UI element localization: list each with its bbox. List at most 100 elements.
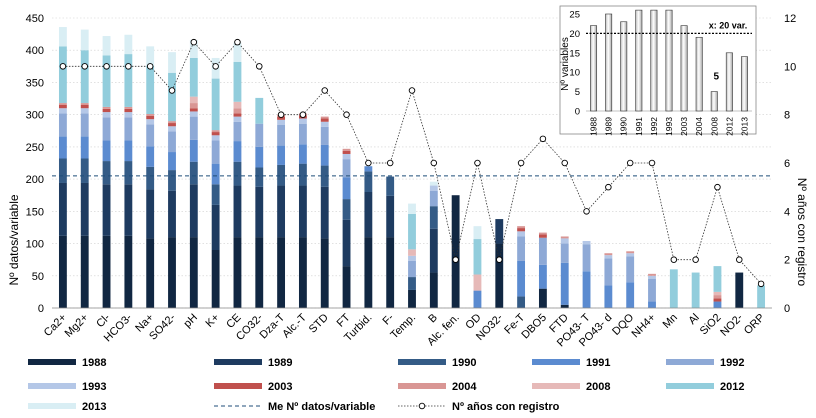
x-tick-label-23: DBO5 [519,312,549,342]
legend-label-11: 2013 [82,401,106,413]
bar-1990-7 [189,161,198,185]
bar-2013-5 [146,46,155,66]
bar-1989-6 [168,190,176,238]
bar-1991-7 [189,139,198,162]
bar-2008-20 [473,274,482,291]
years-point-16 [386,159,394,167]
inset-y-axis-label: Nº variables [560,37,571,91]
bar-1993-1 [58,108,67,114]
legend-swatch-1991 [532,359,580,365]
legend-label-5: 1992 [720,357,744,369]
bar-1991-9 [233,141,242,162]
bar-2003-1 [58,105,67,109]
bar-2012-5 [146,65,155,115]
x-tick-label-7: pH [182,312,200,330]
y-tick-label-0: 0 [38,303,44,315]
bar-1990-5 [146,166,155,190]
bar-2013-18 [429,181,438,186]
legend-swatch-2003 [214,383,262,389]
bar-1993-8 [211,135,220,141]
bar-1990-11 [277,164,286,186]
bar-1993-22 [517,231,526,237]
years-point-20 [474,159,481,167]
bar-1989-15 [364,192,373,238]
bar-2012-2 [80,50,89,104]
years-point-29 [670,256,678,263]
bar-1990-9 [233,161,242,186]
bar-2004-8 [211,130,220,133]
bar-2003-14 [342,150,351,154]
y-tick-label-350: 350 [26,77,44,89]
y-tick-label-100: 100 [26,239,44,251]
bar-1991-27 [626,282,635,308]
bar-1989-8 [211,204,220,250]
years-point-24 [561,159,568,167]
legend-label-1: 1988 [82,357,106,369]
bar-1988-10 [255,237,264,308]
inset-x-tick-1988: 1988 [589,117,599,136]
x-tick-label-16: F- [380,311,396,327]
y2-tick-label-2: 2 [784,255,790,267]
x-tick-label-2: Mg2+ [63,312,91,340]
inset-data-label-8: 5 [713,72,719,83]
bar-1992-10 [255,123,264,147]
bar-1992-4 [124,117,133,141]
bar-1988-12 [298,237,307,308]
legend-swatch-years-marker [418,402,426,410]
bar-1989-4 [124,184,133,236]
legend-swatch-1992 [666,359,714,365]
bar-2004-5 [146,114,155,116]
legend-label-3: 1990 [452,357,476,369]
bar-1989-1 [58,182,67,236]
bar-2012-30 [691,272,700,308]
bar-1988-9 [233,237,242,308]
legend-swatch-1989 [214,359,262,365]
bar-2013-4 [124,34,133,55]
bar-1991-4 [124,140,133,162]
bar-2013-6 [168,52,176,73]
inset-bar-1989 [605,13,613,112]
bar-1989-7 [189,184,198,238]
legend-label-8: 2004 [452,381,477,393]
bar-1989-11 [277,185,286,238]
years-point-11 [277,111,285,118]
inset-x-tick-1992: 1992 [649,117,659,136]
bar-1993-14 [342,153,351,160]
years-point-15 [365,159,372,167]
years-point-21 [496,256,503,263]
bar-1993-2 [80,108,89,114]
years-point-13 [321,87,328,94]
bar-1991-28 [648,301,656,308]
bar-2008-9 [233,101,242,109]
bar-1993-5 [146,119,155,125]
bar-1988-17 [408,289,416,308]
inset-bar-2008 [710,91,718,112]
inset-bar-2013 [740,56,748,112]
bar-1991-26 [604,285,613,308]
inset-x-tick-1991: 1991 [634,117,644,136]
years-point-27 [626,159,634,167]
bar-2004-22 [517,226,526,229]
bar-2003-31 [713,298,722,302]
inset-bar-1988 [590,25,598,112]
years-point-4 [125,63,132,70]
inset-y-tick-10: 10 [569,68,580,79]
legend-label-4: 1991 [586,357,610,369]
y2-tick-label-0: 0 [784,303,790,315]
bar-1990-3 [102,161,111,185]
bar-1990-4 [124,161,133,185]
bar-2008-31 [713,291,722,296]
bar-1989-9 [233,185,242,238]
y-tick-label-400: 400 [26,45,44,57]
inset-bars: 5 [586,9,752,112]
bar-1988-7 [189,237,198,308]
bar-2003-5 [146,115,155,120]
bar-2012-33 [757,285,766,308]
y-tick-label-250: 250 [26,142,44,154]
bar-1988-19 [451,195,460,308]
bar-1992-12 [298,123,307,145]
bar-1988-8 [211,250,220,308]
bar-1993-13 [320,121,329,127]
bar-1990-12 [298,163,307,186]
bar-2012-31 [713,266,722,292]
